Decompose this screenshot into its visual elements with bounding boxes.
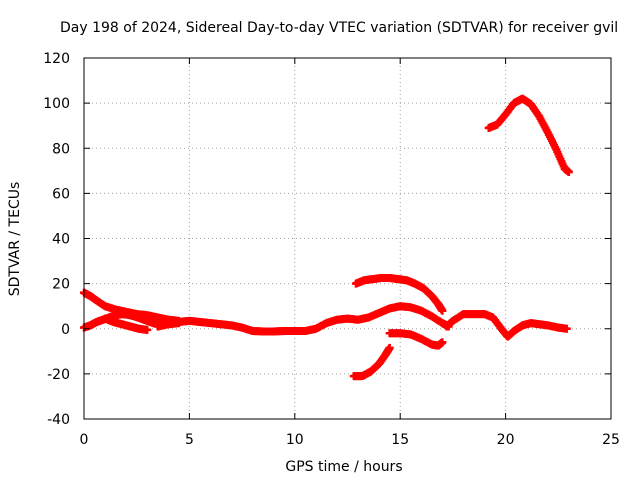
data-point bbox=[143, 325, 152, 334]
y-tick-label: 0 bbox=[61, 322, 70, 338]
x-tick-label: 10 bbox=[286, 432, 304, 448]
y-tick-label: 120 bbox=[43, 51, 70, 67]
x-tick-labels: 0 5 10 15 20 25 bbox=[80, 432, 620, 448]
x-axis-label: GPS time / hours bbox=[285, 459, 402, 475]
series-track-d bbox=[153, 319, 183, 331]
data-point bbox=[562, 324, 571, 333]
x-tick-label: 5 bbox=[185, 432, 194, 448]
chart-title: Day 198 of 2024, Sidereal Day-to-day VTE… bbox=[60, 20, 618, 36]
series-track-i bbox=[484, 94, 573, 176]
series-track-c bbox=[101, 314, 152, 334]
tick-layer bbox=[83, 57, 612, 420]
y-axis-label: SDTVAR / TECUs bbox=[7, 182, 23, 297]
data-point bbox=[564, 167, 573, 176]
data-point bbox=[385, 343, 394, 352]
x-tick-label: 20 bbox=[497, 432, 515, 448]
y-tick-label: 60 bbox=[52, 186, 70, 202]
x-tick-label: 0 bbox=[80, 432, 89, 448]
data-point bbox=[174, 319, 183, 328]
data-point bbox=[438, 306, 447, 315]
y-tick-label: 100 bbox=[43, 96, 70, 112]
x-tick-label: 15 bbox=[391, 432, 409, 448]
y-tick-label: 20 bbox=[52, 277, 70, 293]
series-track-e bbox=[442, 310, 571, 341]
y-tick-label: -20 bbox=[47, 367, 70, 383]
x-tick-label: 25 bbox=[602, 432, 620, 448]
y-tick-label: 80 bbox=[52, 141, 70, 157]
series-track-f bbox=[351, 273, 447, 315]
series-track-h bbox=[349, 343, 394, 381]
y-tick-label: -40 bbox=[47, 412, 70, 428]
y-tick-label: 40 bbox=[52, 232, 70, 248]
series-track-g bbox=[385, 329, 447, 350]
data-point bbox=[438, 338, 447, 347]
y-tick-labels: -40 -20 0 20 40 60 80 100 120 bbox=[43, 51, 70, 428]
